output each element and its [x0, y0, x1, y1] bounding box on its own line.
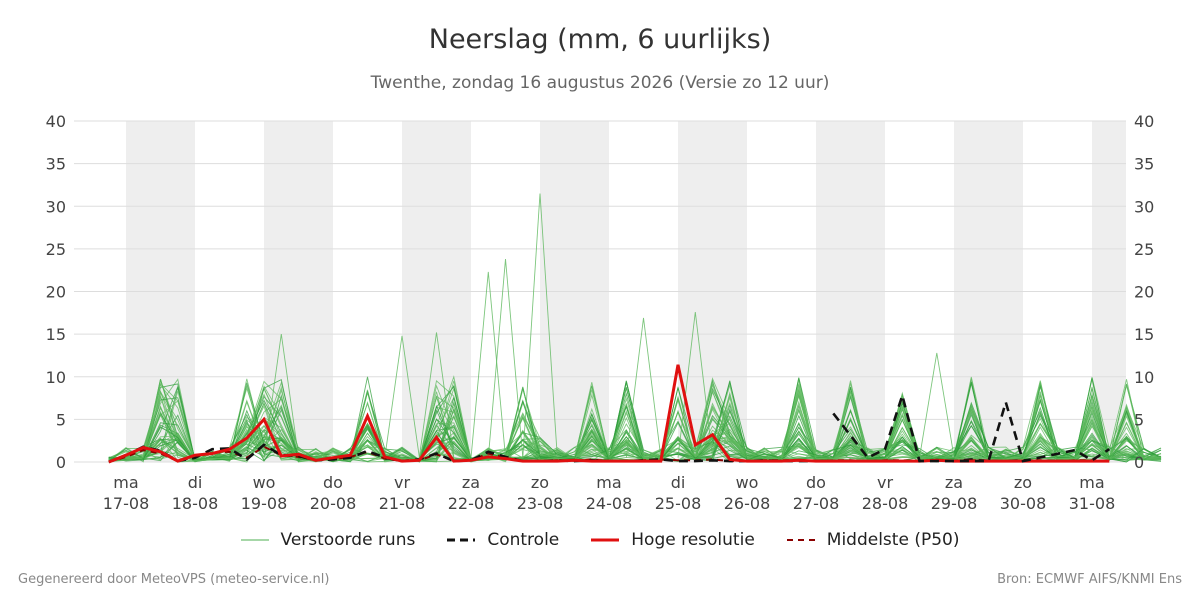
- legend-item-median: Middelste (P50): [786, 530, 960, 550]
- x-tick-date: 26-08: [724, 494, 771, 513]
- x-tick-date: 18-08: [172, 494, 219, 513]
- series-line-controle-late: [832, 390, 1111, 463]
- x-tick-date: 28-08: [862, 494, 909, 513]
- y-tick-label: 20: [46, 283, 66, 302]
- y-tick-label: 30: [46, 197, 66, 216]
- y-tick-label: 5: [56, 410, 66, 429]
- legend: Verstoorde runs Controle Hoge resolutie …: [0, 530, 1200, 550]
- legend-label: Middelste (P50): [826, 530, 960, 550]
- legend-item-high-resolution: Hoge resolutie: [591, 530, 755, 550]
- y-tick-label: 25: [1134, 240, 1154, 259]
- x-tick-date: 21-08: [379, 494, 426, 513]
- perturbed-run-spike: [522, 193, 558, 458]
- x-tick-date: 25-08: [655, 494, 702, 513]
- chart-title: Neerslag (mm, 6 uurlijks): [428, 24, 772, 55]
- x-tick-day: ma: [1079, 473, 1104, 492]
- x-tick-day: di: [188, 473, 203, 492]
- y-tick-label: 0: [56, 453, 66, 472]
- perturbed-run-spike: [919, 352, 955, 458]
- x-tick-day: zo: [531, 473, 549, 492]
- series-line-hoge-resolutie: [108, 364, 1110, 464]
- y-tick-label: 10: [46, 368, 66, 387]
- y-tick-label: 0: [1134, 453, 1144, 472]
- y-tick-label: 40: [46, 112, 66, 131]
- x-tick-date: 27-08: [793, 494, 840, 513]
- x-tick-day: di: [671, 473, 686, 492]
- y-tick-label: 35: [1134, 155, 1154, 174]
- y-tick-label: 10: [1134, 368, 1154, 387]
- x-tick-day: ma: [113, 473, 138, 492]
- x-tick-day: za: [462, 473, 480, 492]
- y-tick-label: 30: [1134, 197, 1154, 216]
- x-tick-day: ma: [596, 473, 621, 492]
- legend-label: Hoge resolutie: [631, 530, 755, 550]
- perturbed-run-spike: [384, 335, 420, 458]
- x-tick-day: wo: [736, 473, 759, 492]
- y-tick-label: 5: [1134, 410, 1144, 429]
- y-tick-label: 25: [46, 240, 66, 259]
- y-tick-label: 35: [46, 155, 66, 174]
- main-series-lines: [108, 364, 1111, 464]
- y-tick-label: 15: [1134, 325, 1154, 344]
- x-tick-date: 20-08: [310, 494, 357, 513]
- x-tick-date: 17-08: [103, 494, 150, 513]
- legend-label: Verstoorde runs: [280, 530, 416, 550]
- footer-generator: Gegenereerd door MeteoVPS (meteo-service…: [18, 572, 330, 587]
- x-tick-day: za: [945, 473, 963, 492]
- x-tick-date: 22-08: [448, 494, 495, 513]
- y-tick-label: 40: [1134, 112, 1154, 131]
- footer-source: Bron: ECMWF AIFS/KNMI Ens: [997, 572, 1182, 587]
- legend-item-control: Controle: [447, 530, 559, 550]
- x-tick-date: 29-08: [931, 494, 978, 513]
- x-tick-date: 23-08: [517, 494, 564, 513]
- x-tick-day: vr: [877, 473, 893, 492]
- x-tick-date: 24-08: [586, 494, 633, 513]
- perturbed-run-spike: [677, 311, 713, 458]
- x-tick-day: vr: [394, 473, 410, 492]
- legend-item-perturbed-runs: Verstoorde runs: [240, 530, 416, 550]
- perturbed-run-spike: [625, 317, 662, 458]
- perturbed-run-spike: [487, 259, 524, 458]
- perturbed-run-spike: [263, 334, 299, 458]
- y-axis-right: 0 5 10 15 20 25 30 35 40: [1134, 112, 1154, 472]
- x-tick-date: 31-08: [1069, 494, 1116, 513]
- y-axis-left: 0 5 10 15 20 25 30 35 40: [46, 112, 66, 472]
- perturbed-run-line: [108, 384, 1162, 462]
- x-tick-day: do: [323, 473, 343, 492]
- perturbed-run-spike: [418, 332, 455, 458]
- chart-subtitle: Twenthe, zondag 16 augustus 2026 (Versie…: [370, 73, 830, 93]
- x-tick-day: wo: [253, 473, 276, 492]
- legend-label: Controle: [487, 530, 560, 550]
- y-tick-label: 15: [46, 325, 66, 344]
- perturbed-run-spike: [470, 271, 506, 458]
- x-tick-date: 19-08: [241, 494, 288, 513]
- y-tick-label: 20: [1134, 283, 1154, 302]
- x-tick-day: do: [806, 473, 826, 492]
- x-axis: ma 17-08 di 18-08 wo 19-08 do 20-08 vr 21-08 za 22-…: [103, 473, 1116, 513]
- x-tick-date: 30-08: [1000, 494, 1047, 513]
- perturbed-run-line: [108, 377, 1162, 462]
- x-tick-day: zo: [1014, 473, 1032, 492]
